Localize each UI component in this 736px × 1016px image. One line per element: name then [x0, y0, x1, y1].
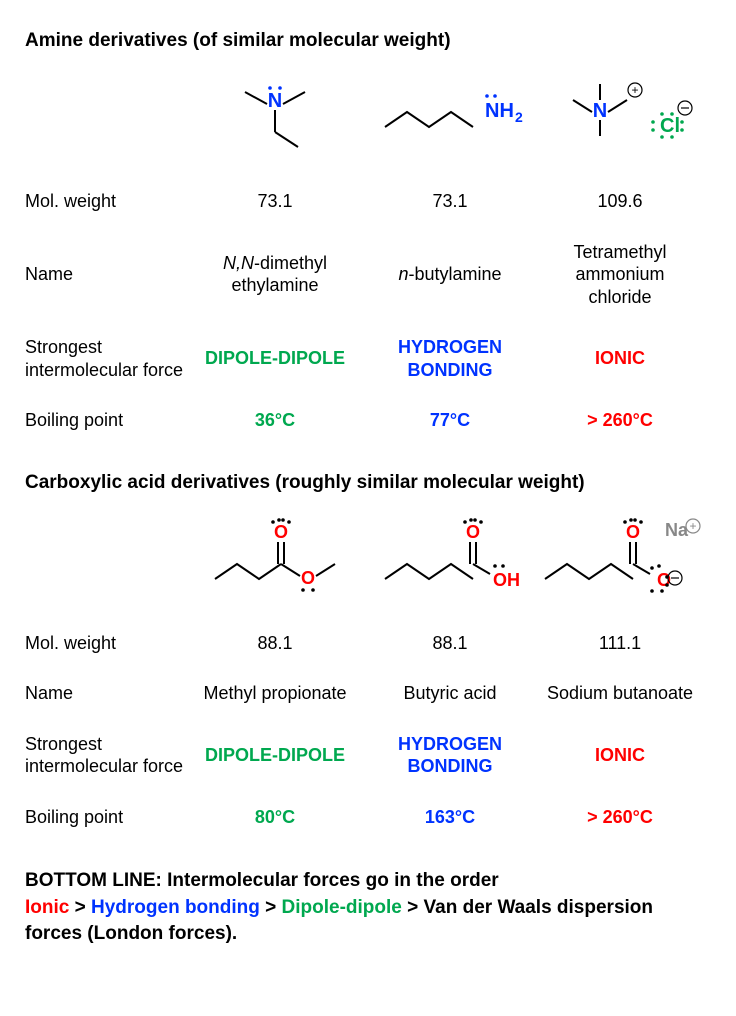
svg-text:O: O	[626, 522, 640, 542]
svg-text:N: N	[593, 100, 607, 122]
bottom-intro: BOTTOM LINE: Intermolecular forces go in…	[25, 870, 499, 891]
svg-text:NH: NH	[485, 100, 514, 122]
svg-text:2: 2	[515, 109, 523, 125]
structure-dimethylethylamine: N	[185, 72, 365, 162]
mw-2-2: 111.1	[535, 632, 705, 655]
label-force-1: Strongest intermolecular force	[25, 336, 185, 381]
label-name-2: Name	[25, 682, 185, 705]
bottom-line: BOTTOM LINE: Intermolecular forces go in…	[25, 868, 711, 948]
label-bp-2: Boiling point	[25, 806, 185, 829]
structure-methylpropionate: O O	[185, 514, 365, 604]
force-2-0: DIPOLE-DIPOLE	[185, 744, 365, 767]
svg-text:O: O	[466, 522, 480, 542]
structure-tetramethylammonium: N + Cl	[535, 72, 705, 162]
mw-1-2: 109.6	[535, 190, 705, 213]
mw-1-0: 73.1	[185, 190, 365, 213]
label-bp-1: Boiling point	[25, 409, 185, 432]
label-name-1: Name	[25, 263, 185, 286]
label-force-2: Strongest intermolecular force	[25, 733, 185, 778]
force-2-1: HYDROGENBONDING	[365, 733, 535, 778]
mw-2-1: 88.1	[365, 632, 535, 655]
svg-text:N: N	[268, 90, 282, 112]
svg-text:O: O	[301, 568, 315, 588]
force-1-2: IONIC	[535, 347, 705, 370]
bp-2-1: 163°C	[365, 806, 535, 829]
section1-title: Amine derivatives (of similar molecular …	[25, 30, 711, 52]
structure-butyricacid: O OH	[365, 514, 535, 604]
amine-grid: N NH 2 N	[25, 72, 711, 432]
svg-text:OH: OH	[493, 570, 520, 590]
structure-sodiumbutanoate: O O Na +	[535, 514, 705, 604]
force-1-0: DIPOLE-DIPOLE	[185, 347, 365, 370]
name-2-0: Methyl propionate	[185, 682, 365, 705]
label-molweight-1: Mol. weight	[25, 190, 185, 213]
structure-nbutylamine: NH 2	[365, 72, 535, 162]
force-1-1: HYDROGENBONDING	[365, 336, 535, 381]
acid-grid: O O O OH	[25, 514, 711, 829]
mw-2-0: 88.1	[185, 632, 365, 655]
label-molweight-2: Mol. weight	[25, 632, 185, 655]
bottom-dipole: Dipole-dipole	[282, 897, 402, 918]
bottom-ionic: Ionic	[25, 897, 69, 918]
name-1-1: n-butylamine	[365, 263, 535, 286]
name-2-2: Sodium butanoate	[535, 682, 705, 705]
section2-title: Carboxylic acid derivatives (roughly sim…	[25, 472, 711, 494]
bp-2-0: 80°C	[185, 806, 365, 829]
svg-text:O: O	[274, 522, 288, 542]
svg-text:+: +	[631, 83, 638, 97]
bp-1-1: 77°C	[365, 409, 535, 432]
bp-1-0: 36°C	[185, 409, 365, 432]
mw-1-1: 73.1	[365, 190, 535, 213]
name-1-2: Tetramethylammoniumchloride	[535, 241, 705, 309]
bp-2-2: > 260°C	[535, 806, 705, 829]
svg-text:Cl: Cl	[660, 115, 680, 137]
name-2-1: Butyric acid	[365, 682, 535, 705]
svg-text:+: +	[689, 519, 696, 533]
bp-1-2: > 260°C	[535, 409, 705, 432]
svg-text:Na: Na	[665, 520, 689, 540]
bottom-hbond: Hydrogen bonding	[91, 897, 260, 918]
name-1-0: N,N-dimethylethylamine	[185, 252, 365, 297]
force-2-2: IONIC	[535, 744, 705, 767]
